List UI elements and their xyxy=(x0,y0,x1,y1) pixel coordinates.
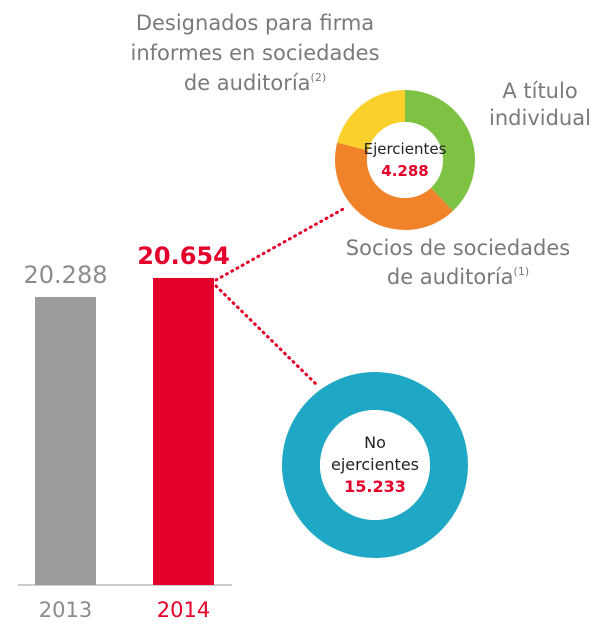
donut-segment xyxy=(405,90,476,212)
donut-hole xyxy=(367,122,443,198)
segment-label-text: A título xyxy=(502,79,577,103)
segment-label-text: Designados para firma xyxy=(136,11,374,35)
segment-label: informes en sociedades xyxy=(130,41,379,65)
segment-label-text: individual xyxy=(489,106,591,130)
segment-label-text: Socios de sociedades xyxy=(346,236,570,260)
donut-segment xyxy=(337,90,405,151)
segment-label: A título xyxy=(502,79,577,103)
x-tick-label: 2014 xyxy=(157,598,210,622)
x-tick-label: 2013 xyxy=(39,598,92,622)
connector xyxy=(214,206,347,282)
center-value: 15.233 xyxy=(344,477,406,496)
bar xyxy=(35,296,96,585)
segment-label-text: de auditoría xyxy=(387,265,514,289)
segment-label: individual xyxy=(489,106,591,130)
center-label: No xyxy=(364,433,386,452)
center-label: Ejercientes xyxy=(364,140,447,158)
center-label: ejercientes xyxy=(331,455,419,474)
footnote-mark: (1) xyxy=(514,265,530,278)
donut-segment xyxy=(282,372,468,558)
segment-label-text: informes en sociedades xyxy=(130,41,379,65)
donut-segment xyxy=(335,142,453,230)
center-value: 4.288 xyxy=(381,162,428,180)
segment-label-text: de auditoría xyxy=(184,71,311,95)
segment-label: de auditoría(1) xyxy=(387,265,529,289)
segment-label: Socios de sociedades xyxy=(346,236,570,260)
segment-label: de auditoría(2) xyxy=(184,71,326,95)
value-label: 20.288 xyxy=(24,261,108,289)
donut-hole xyxy=(320,410,430,520)
footnote-mark: (2) xyxy=(311,71,327,84)
connector xyxy=(214,284,320,388)
segment-label: Designados para firma xyxy=(136,11,374,35)
value-label: 20.654 xyxy=(137,242,230,270)
bar xyxy=(153,277,214,585)
